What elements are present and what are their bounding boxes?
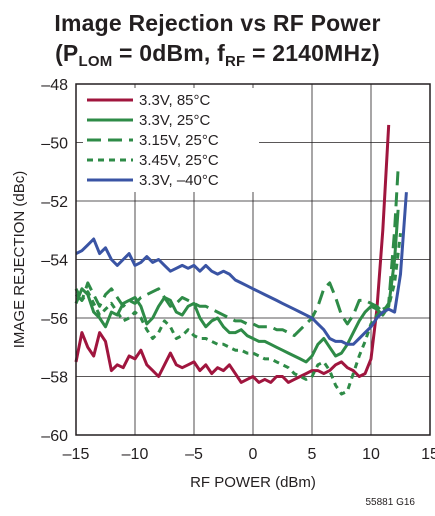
series-lines (74, 124, 408, 396)
y-tick-label: –56 (41, 311, 68, 328)
y-tick-label: –60 (41, 428, 68, 445)
plot-frame (75, 83, 431, 436)
x-tick-label: 0 (249, 446, 258, 463)
series-line-1 (74, 124, 391, 384)
x-tick-label: –10 (122, 446, 149, 463)
chart-title-line1: Image Rejection vs RF Power (54, 10, 381, 36)
x-tick-label: 15 (421, 446, 435, 463)
series-line-2 (74, 209, 400, 364)
x-axis-label: RF POWER (dBm) (190, 474, 316, 491)
chart-title-line2: (PLOM = 0dBm, fRF = 2140MHz) (0, 40, 435, 70)
x-tick-label: –5 (185, 446, 203, 463)
legend-label: 3.3V, 85°C (139, 92, 210, 109)
series-line-3 (74, 168, 400, 338)
tick-labels: –15 –10 –5 0 5 10 15–60–58–56–54–52–50–48 (41, 77, 435, 463)
y-tick-label: –58 (41, 370, 68, 387)
title-mid: = 0dBm, f (112, 40, 225, 66)
title-open: (P (55, 40, 79, 66)
title-sub-rf: RF (224, 53, 246, 70)
y-tick-label: –52 (41, 194, 68, 211)
title-close: = 2140MHz) (245, 40, 380, 66)
figure-id: 55881 G16 (365, 497, 416, 508)
y-axis-label: IMAGE REJECTION (dBc) (11, 171, 28, 349)
y-tick-label: –48 (41, 77, 68, 94)
title-sub-lom: LOM (78, 53, 113, 70)
x-tick-label: 10 (362, 446, 380, 463)
legend-label: 3.15V, 25°C (139, 132, 219, 149)
legend: 3.3V, 85°C 3.3V, 25°C 3.15V, 25°C 3.45V, 25… (87, 92, 219, 189)
legend-label: 3.3V, –40°C (139, 172, 219, 189)
legend-label: 3.45V, 25°C (139, 152, 219, 169)
y-tick-label: –50 (41, 136, 68, 153)
y-tick-label: –54 (41, 253, 68, 270)
legend-label: 3.3V, 25°C (139, 112, 210, 129)
x-tick-label: 5 (308, 446, 317, 463)
x-tick-label: –15 (63, 446, 90, 463)
series-line-5 (75, 192, 408, 346)
